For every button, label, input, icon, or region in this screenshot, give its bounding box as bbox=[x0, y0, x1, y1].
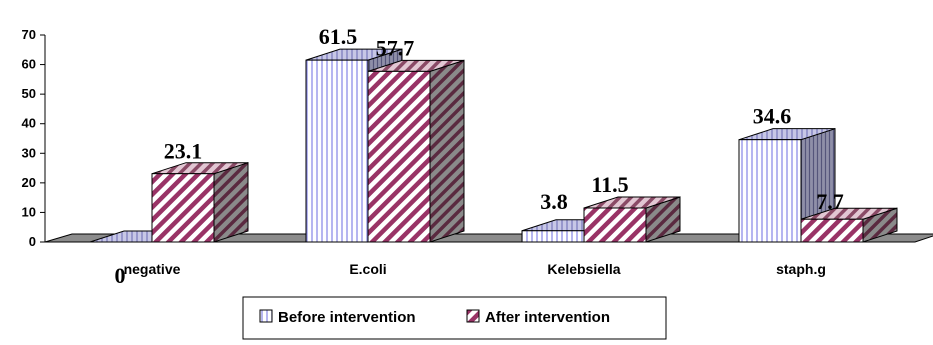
data-label: 34.6 bbox=[753, 104, 792, 129]
y-tick-label: 50 bbox=[22, 86, 36, 101]
data-label: 11.5 bbox=[591, 172, 628, 197]
category-label: staph.g bbox=[776, 261, 826, 277]
data-label: 3.8 bbox=[540, 189, 568, 214]
legend-label-before: Before intervention bbox=[278, 309, 416, 326]
bar-front bbox=[367, 70, 431, 243]
category-label: Kelebsiella bbox=[547, 261, 620, 277]
bar bbox=[151, 162, 249, 243]
category-label: negative bbox=[124, 261, 181, 277]
data-label: 7.7 bbox=[816, 189, 844, 214]
bar bbox=[800, 207, 898, 243]
y-tick-label: 40 bbox=[22, 116, 36, 131]
y-tick-label: 10 bbox=[22, 204, 36, 219]
bar bbox=[583, 196, 681, 243]
legend-box bbox=[242, 296, 667, 340]
bar-side bbox=[429, 59, 465, 243]
bar-front bbox=[800, 218, 864, 243]
bar-front bbox=[305, 59, 369, 243]
data-labels: 0 23.1 61.5 57.7 3.8 11.5 34.6 7.7 bbox=[115, 24, 844, 288]
bar-front bbox=[738, 139, 802, 243]
bar bbox=[367, 59, 465, 243]
y-tick-label: 0 bbox=[29, 234, 36, 249]
data-label: 23.1 bbox=[164, 139, 203, 164]
legend-swatch-before bbox=[259, 309, 273, 323]
legend-label-after: After intervention bbox=[485, 309, 610, 326]
bar-front bbox=[521, 230, 585, 243]
legend: Before intervention After intervention bbox=[242, 296, 667, 340]
category-labels: negative E.coli Kelebsiella staph.g bbox=[124, 261, 826, 277]
y-tick-label: 70 bbox=[22, 27, 36, 42]
y-tick-label: 60 bbox=[22, 57, 36, 72]
category-label: E.coli bbox=[349, 261, 386, 277]
bars bbox=[45, 48, 915, 243]
data-label: 61.5 bbox=[319, 24, 358, 49]
y-tick-label: 20 bbox=[22, 175, 36, 190]
y-tick-label: 30 bbox=[22, 145, 36, 160]
data-label: 57.7 bbox=[376, 35, 415, 60]
y-axis-ticks: 0 10 20 30 40 50 60 70 bbox=[22, 27, 45, 249]
bar-front bbox=[151, 173, 215, 243]
bar-front bbox=[583, 207, 647, 243]
data-label: 0 bbox=[115, 263, 126, 288]
legend-swatch-after bbox=[466, 309, 480, 323]
bar-side bbox=[213, 162, 249, 243]
